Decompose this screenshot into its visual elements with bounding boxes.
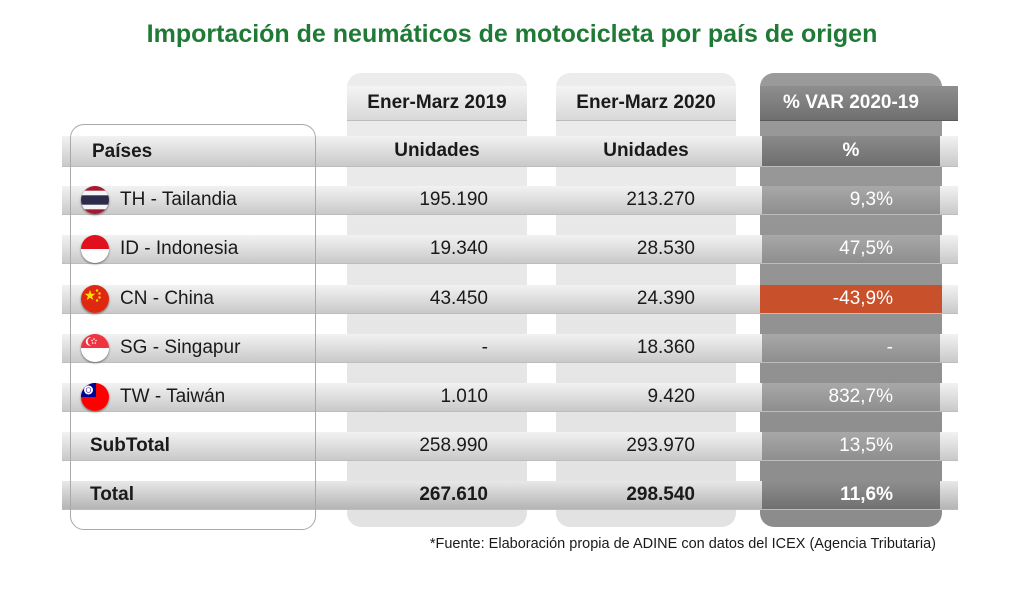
subtotal-2020: 293.970 [626, 435, 695, 456]
thailand-flag-icon [81, 186, 109, 214]
total-2020: 298.540 [626, 484, 695, 505]
value-2019: 19.340 [429, 238, 488, 259]
country-label: ID - Indonesia [120, 238, 239, 259]
total-var: 11,6% [840, 484, 893, 505]
value-var: 9,3% [849, 189, 893, 210]
pct-cell-subtotal [762, 432, 940, 460]
total-2019: 267.610 [419, 484, 488, 505]
source-note: *Fuente: Elaboración propia de ADINE con… [429, 536, 936, 552]
total-label: Total [90, 484, 134, 505]
header-unidades-2019: Unidades [394, 140, 480, 161]
value-var: - [886, 337, 893, 358]
header-percent: % [842, 140, 860, 161]
pct-cell-highlight [760, 285, 942, 313]
column-group-var: % VAR 2020-19 [783, 92, 919, 113]
value-2019: 43.450 [429, 288, 488, 309]
singapore-flag-icon [81, 334, 109, 362]
header-band-2020 [556, 86, 736, 121]
country-label: CN - China [120, 288, 214, 309]
pct-cell-1 [762, 235, 940, 263]
value-2020: 28.530 [636, 238, 695, 259]
column-group-2019: Ener-Marz 2019 [367, 92, 507, 113]
pct-cell-header [762, 136, 940, 166]
pct-cell-4 [762, 383, 940, 411]
header-band-2019 [347, 86, 527, 121]
header-unidades-2020: Unidades [603, 140, 689, 161]
header-paises: Países [92, 141, 153, 162]
country-label: TW - Taiwán [120, 386, 226, 407]
value-2020: 213.270 [626, 189, 695, 210]
value-2019: - [481, 337, 488, 358]
country-column-frame [70, 124, 316, 530]
value-var: 47,5% [839, 238, 893, 259]
country-label: TH - Tailandia [120, 189, 237, 210]
country-label: SG - Singapur [120, 337, 241, 358]
value-2019: 1.010 [440, 386, 488, 407]
column-group-2020: Ener-Marz 2020 [576, 92, 716, 113]
indonesia-flag-icon [81, 235, 109, 263]
china-flag-icon [81, 285, 109, 313]
value-2019: 195.190 [419, 189, 488, 210]
chart-title: Importación de neumáticos de motocicleta… [146, 20, 878, 48]
value-2020: 18.360 [636, 337, 695, 358]
taiwan-flag-icon [81, 383, 109, 411]
pct-cell-0 [762, 186, 940, 214]
header-band-var [760, 86, 958, 121]
subtotal-2019: 258.990 [419, 435, 488, 456]
subtotal-label: SubTotal [90, 435, 170, 456]
value-2020: 24.390 [636, 288, 695, 309]
subtotal-var: 13,5% [839, 435, 893, 456]
pct-cell-total [762, 481, 940, 509]
value-var-negative: -43,9% [832, 288, 893, 309]
value-2020: 9.420 [647, 386, 695, 407]
value-var: 832,7% [828, 386, 893, 407]
pct-cell-3 [762, 334, 940, 362]
